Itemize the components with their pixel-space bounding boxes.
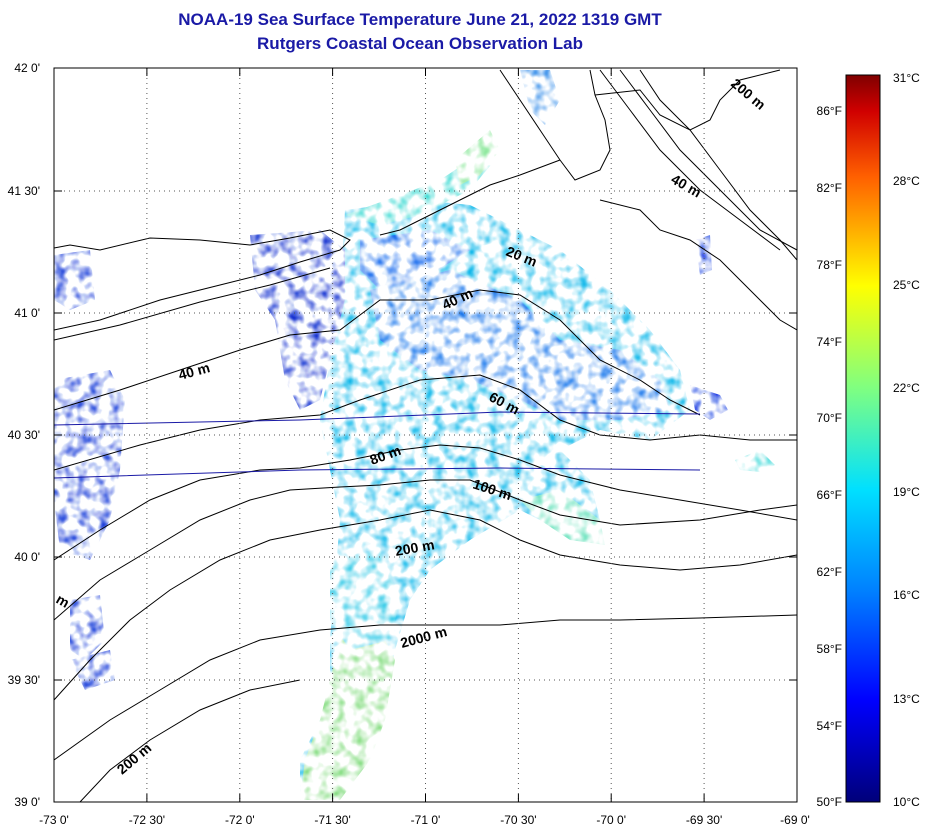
isobath-label: 200 m [114,740,155,778]
lat-tick-label: 42 0' [14,61,40,75]
fahrenheit-label: 62°F [817,565,842,579]
fahrenheit-label: 70°F [817,411,842,425]
lat-tick-label: 39 0' [14,795,40,809]
fahrenheit-label: 82°F [817,181,842,195]
lon-tick-labels: -73 0' -72 30' -72 0' -71 30' -71 0' -70… [39,813,810,827]
celsius-labels: 31°C 28°C 25°C 22°C 19°C 16°C 13°C 10°C [893,71,920,809]
fahrenheit-label: 78°F [817,258,842,272]
sst-imagery [54,70,775,800]
map-title: NOAA-19 Sea Surface Temperature June 21,… [178,10,662,29]
lon-tick-label: -69 0' [780,813,810,827]
celsius-label: 19°C [893,485,920,499]
lat-tick-label: 41 30' [8,184,40,198]
isobath-label: m [54,591,73,611]
celsius-label: 13°C [893,692,920,706]
lon-tick-label: -70 30' [500,813,536,827]
lon-tick-label: -70 0' [596,813,626,827]
map-subtitle: Rutgers Coastal Ocean Observation Lab [257,34,583,53]
lon-tick-label: -73 0' [39,813,69,827]
frame-ticks [53,68,797,802]
lat-tick-label: 41 0' [14,306,40,320]
fahrenheit-labels: 86°F 82°F 78°F 74°F 70°F 66°F 62°F 58°F … [817,104,842,809]
fahrenheit-label: 50°F [817,795,842,809]
lon-tick-label: -69 30' [686,813,722,827]
lon-tick-label: -71 0' [411,813,441,827]
isobath-label: 2000 m [399,623,449,651]
celsius-label: 28°C [893,174,920,188]
fahrenheit-label: 58°F [817,642,842,656]
lat-tick-label: 39 30' [8,673,40,687]
lon-tick-label: -72 0' [225,813,255,827]
lat-tick-labels: 39 0' 39 30' 40 0' 40 30' 41 0' 41 30' 4… [8,61,40,809]
celsius-label: 22°C [893,381,920,395]
colorbar [845,74,881,803]
lat-tick-label: 40 0' [14,550,40,564]
fahrenheit-label: 74°F [817,335,842,349]
lon-tick-label: -72 30' [129,813,165,827]
fahrenheit-label: 86°F [817,104,842,118]
isobath-label: 40 m [177,359,212,383]
fahrenheit-label: 54°F [817,719,842,733]
celsius-label: 31°C [893,71,920,85]
coastline-and-isobaths [54,69,797,802]
celsius-label: 25°C [893,278,920,292]
isobath-label: 200 m [728,75,769,113]
isobath-label: 40 m [669,171,705,201]
celsius-label: 10°C [893,795,920,809]
lat-tick-label: 40 30' [8,428,40,442]
lon-tick-label: -71 30' [314,813,350,827]
fahrenheit-label: 66°F [817,488,842,502]
celsius-label: 16°C [893,588,920,602]
